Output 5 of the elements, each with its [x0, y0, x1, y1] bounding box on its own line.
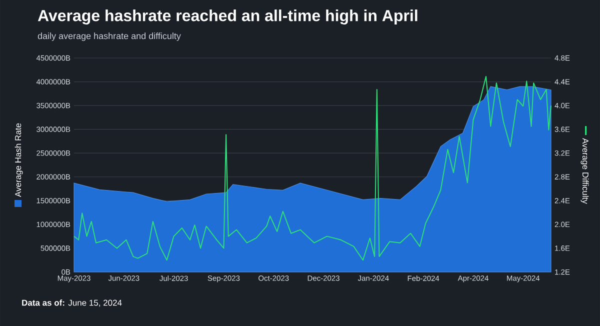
y-axis-title: Average Hash Rate: [14, 123, 23, 197]
y2-axis-title: Average Difficulty: [580, 138, 589, 204]
chart-title: Average hashrate reached an all-time high in April: [38, 10, 418, 25]
chart-subtitle: daily average hashrate and difficulty: [38, 32, 181, 41]
text: Data as of: June 15, 2024: [22, 300, 122, 307]
